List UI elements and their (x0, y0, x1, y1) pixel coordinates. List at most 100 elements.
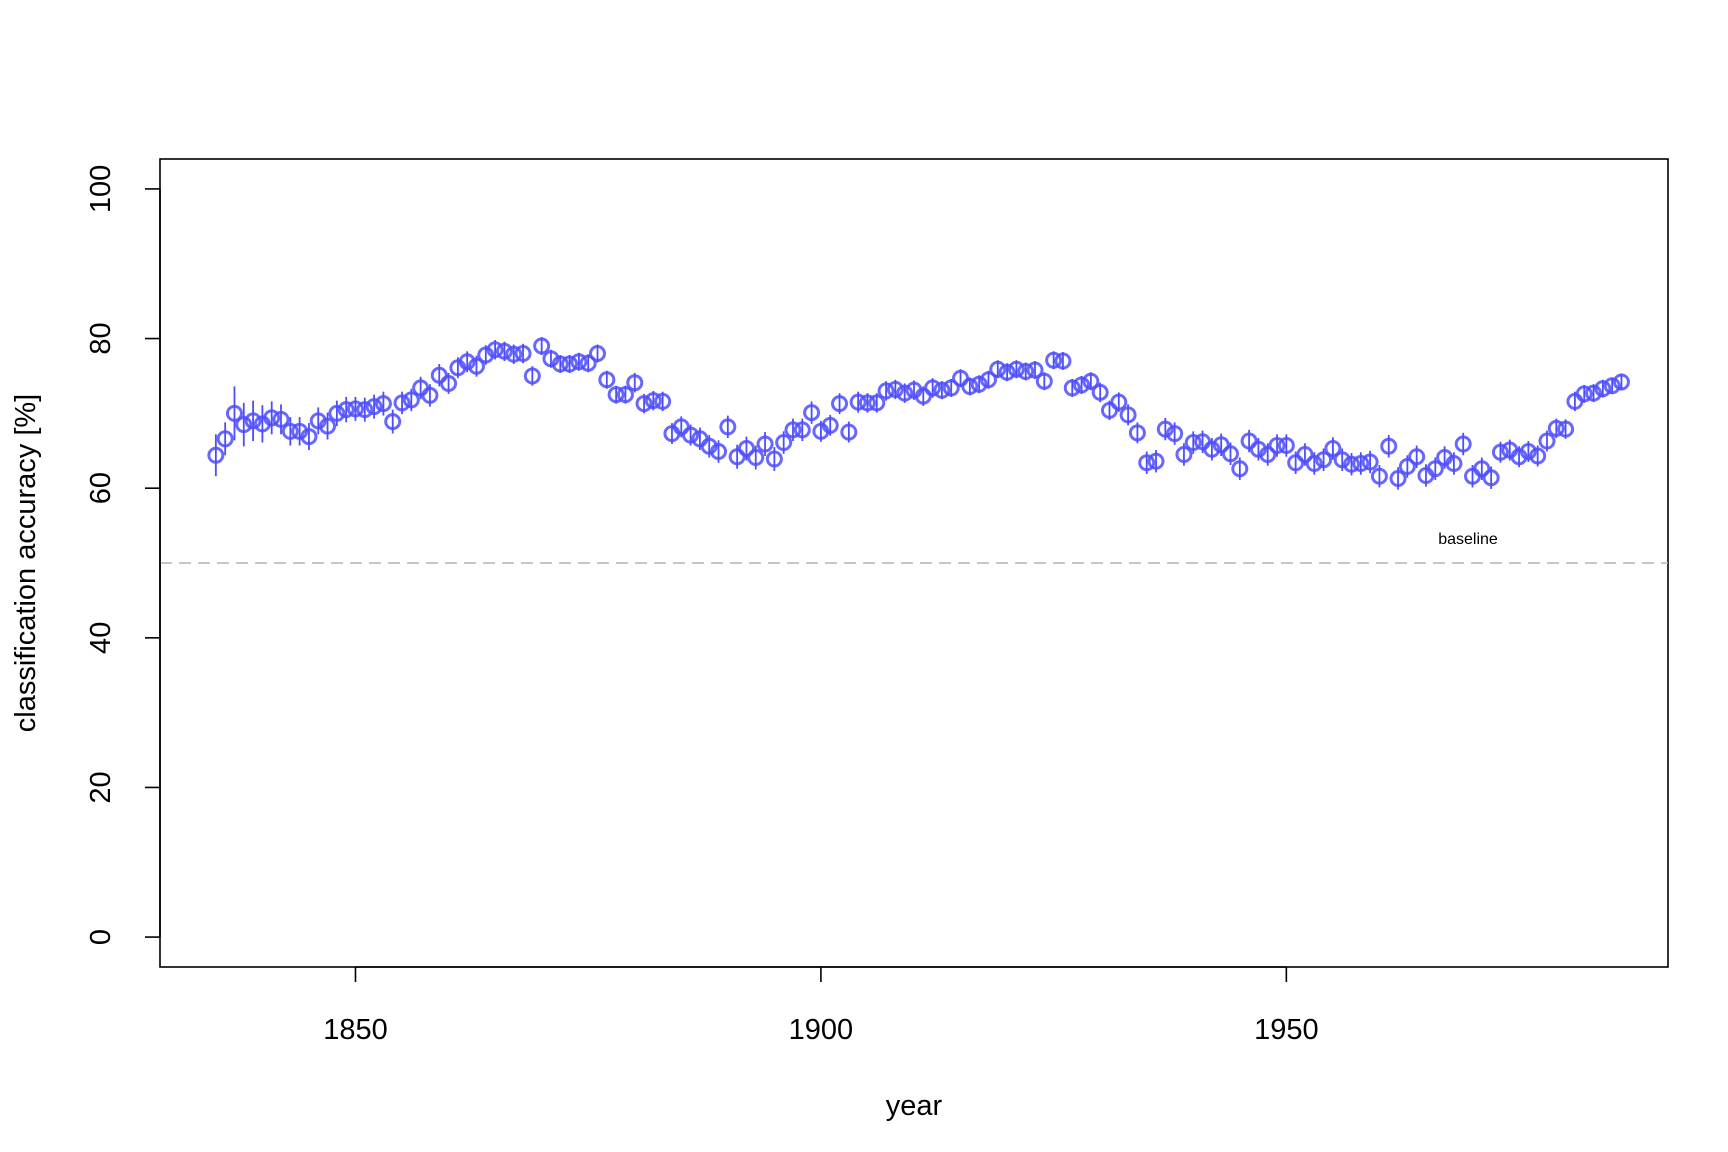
point-marker (756, 435, 774, 453)
point-marker (1184, 434, 1202, 452)
data-point (1519, 441, 1537, 462)
data-point (942, 378, 960, 397)
point-marker (1221, 445, 1239, 463)
point-marker (365, 398, 383, 416)
data-point (440, 372, 458, 394)
data-point (1166, 422, 1184, 445)
data-point (756, 432, 774, 457)
point-marker (1156, 420, 1174, 438)
data-point (1212, 433, 1230, 457)
point-marker (1305, 454, 1323, 472)
data-point (970, 375, 988, 394)
data-point (821, 414, 839, 436)
data-point (886, 379, 904, 400)
point-marker (784, 421, 802, 439)
point-marker (1426, 460, 1444, 478)
point-marker (319, 417, 337, 435)
point-marker (225, 404, 243, 422)
data-point (803, 401, 821, 424)
point-marker (1529, 447, 1547, 465)
data-point (1454, 432, 1472, 456)
point-marker (710, 443, 728, 461)
point-marker (1091, 383, 1109, 401)
data-point (346, 396, 364, 421)
point-marker (505, 345, 523, 363)
point-marker (551, 355, 569, 373)
data-point (1138, 451, 1156, 474)
data-point (1557, 419, 1575, 439)
data-point (1287, 451, 1305, 474)
data-point (765, 447, 783, 471)
point-marker (570, 353, 588, 371)
data-point (1184, 431, 1202, 454)
point-marker (1333, 451, 1351, 469)
point-marker (514, 345, 532, 363)
point-marker (868, 394, 886, 412)
data-point (635, 393, 653, 414)
point-marker (1324, 440, 1342, 458)
point-marker (924, 379, 942, 397)
data-point (1268, 434, 1286, 457)
data-point (523, 366, 541, 386)
data-point (1398, 455, 1416, 478)
point-marker (1045, 351, 1063, 369)
data-point (421, 384, 439, 407)
data-point (1370, 464, 1388, 488)
point-marker (346, 400, 364, 418)
point-marker (486, 341, 504, 359)
data-point (1147, 450, 1165, 473)
point-marker (207, 446, 225, 464)
data-point (1482, 466, 1500, 489)
point-marker (1519, 443, 1537, 461)
data-point (1296, 443, 1314, 466)
point-marker (1110, 393, 1128, 411)
data-point (914, 386, 932, 406)
point-marker (1175, 446, 1193, 464)
point-marker (1119, 406, 1137, 424)
data-point (337, 396, 355, 423)
point-marker (1240, 432, 1258, 450)
point-marker (877, 382, 895, 400)
point-marker (1231, 460, 1249, 478)
data-point (365, 394, 383, 419)
point-marker (1128, 424, 1146, 442)
point-marker (421, 386, 439, 404)
point-marker (263, 409, 281, 427)
data-point (225, 386, 243, 441)
point-marker (244, 412, 262, 430)
y-tick-label: 100 (85, 165, 117, 213)
data-point (458, 351, 476, 373)
data-point (1585, 384, 1603, 403)
point-marker (1268, 437, 1286, 455)
point-marker (1380, 437, 1398, 455)
point-marker (793, 421, 811, 439)
data-point (896, 383, 914, 403)
point-marker (831, 395, 849, 413)
data-point (1566, 391, 1584, 412)
point-marker (644, 392, 662, 410)
point-marker (1482, 469, 1500, 487)
point-marker (458, 353, 476, 371)
point-marker (384, 413, 402, 431)
data-point (281, 417, 299, 446)
point-marker (272, 410, 290, 428)
point-marker (635, 395, 653, 413)
point-marker (1026, 361, 1044, 379)
x-tick-label: 1850 (323, 1014, 388, 1046)
data-point (356, 397, 374, 422)
data-point (607, 385, 625, 404)
point-marker (840, 423, 858, 441)
data-point (1315, 448, 1333, 471)
data-point (719, 415, 737, 439)
data-point (1343, 453, 1361, 476)
data-point (1045, 351, 1063, 370)
point-marker (1082, 372, 1100, 390)
data-point (1380, 435, 1398, 458)
data-point (831, 393, 849, 415)
data-point (868, 393, 886, 413)
x-tick-label: 1900 (789, 1014, 854, 1046)
baseline-label: baseline (1438, 531, 1498, 548)
point-marker (1100, 401, 1118, 419)
data-point (1054, 352, 1072, 370)
point-marker (1370, 467, 1388, 485)
